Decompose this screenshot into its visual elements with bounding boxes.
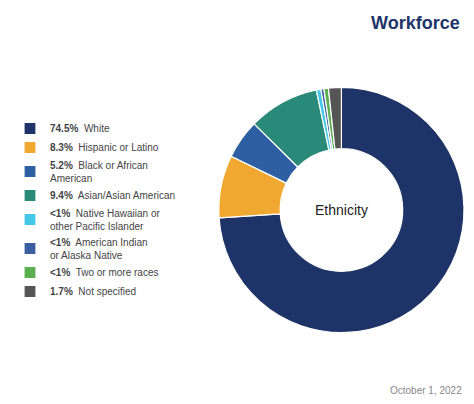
- svg-text:<1% Native Hawaiian orother P: <1% Native Hawaiian orother Pacific Isla…: [50, 208, 160, 232]
- svg-text:October 1, 2022: October 1, 2022: [390, 385, 462, 396]
- svg-text:1.7% Not specified: 1.7% Not specified: [50, 286, 136, 297]
- svg-text:74.5% White: 74.5% White: [50, 123, 110, 134]
- svg-text:<1% Two or more races: <1% Two or more races: [50, 267, 158, 278]
- svg-text:8.3% Hispanic or Latino: 8.3% Hispanic or Latino: [50, 142, 159, 153]
- svg-text:Ethnicity: Ethnicity: [315, 202, 368, 218]
- svg-text:<1% American Indianor Alaska: <1% American Indianor Alaska Native: [50, 237, 148, 261]
- svg-text:9.4% Asian/Asian American: 9.4% Asian/Asian American: [50, 190, 175, 201]
- svg-text:5.2% Black or AfricanAmerican: 5.2% Black or AfricanAmerican: [50, 160, 148, 184]
- svg-text:Workforce: Workforce: [371, 13, 460, 33]
